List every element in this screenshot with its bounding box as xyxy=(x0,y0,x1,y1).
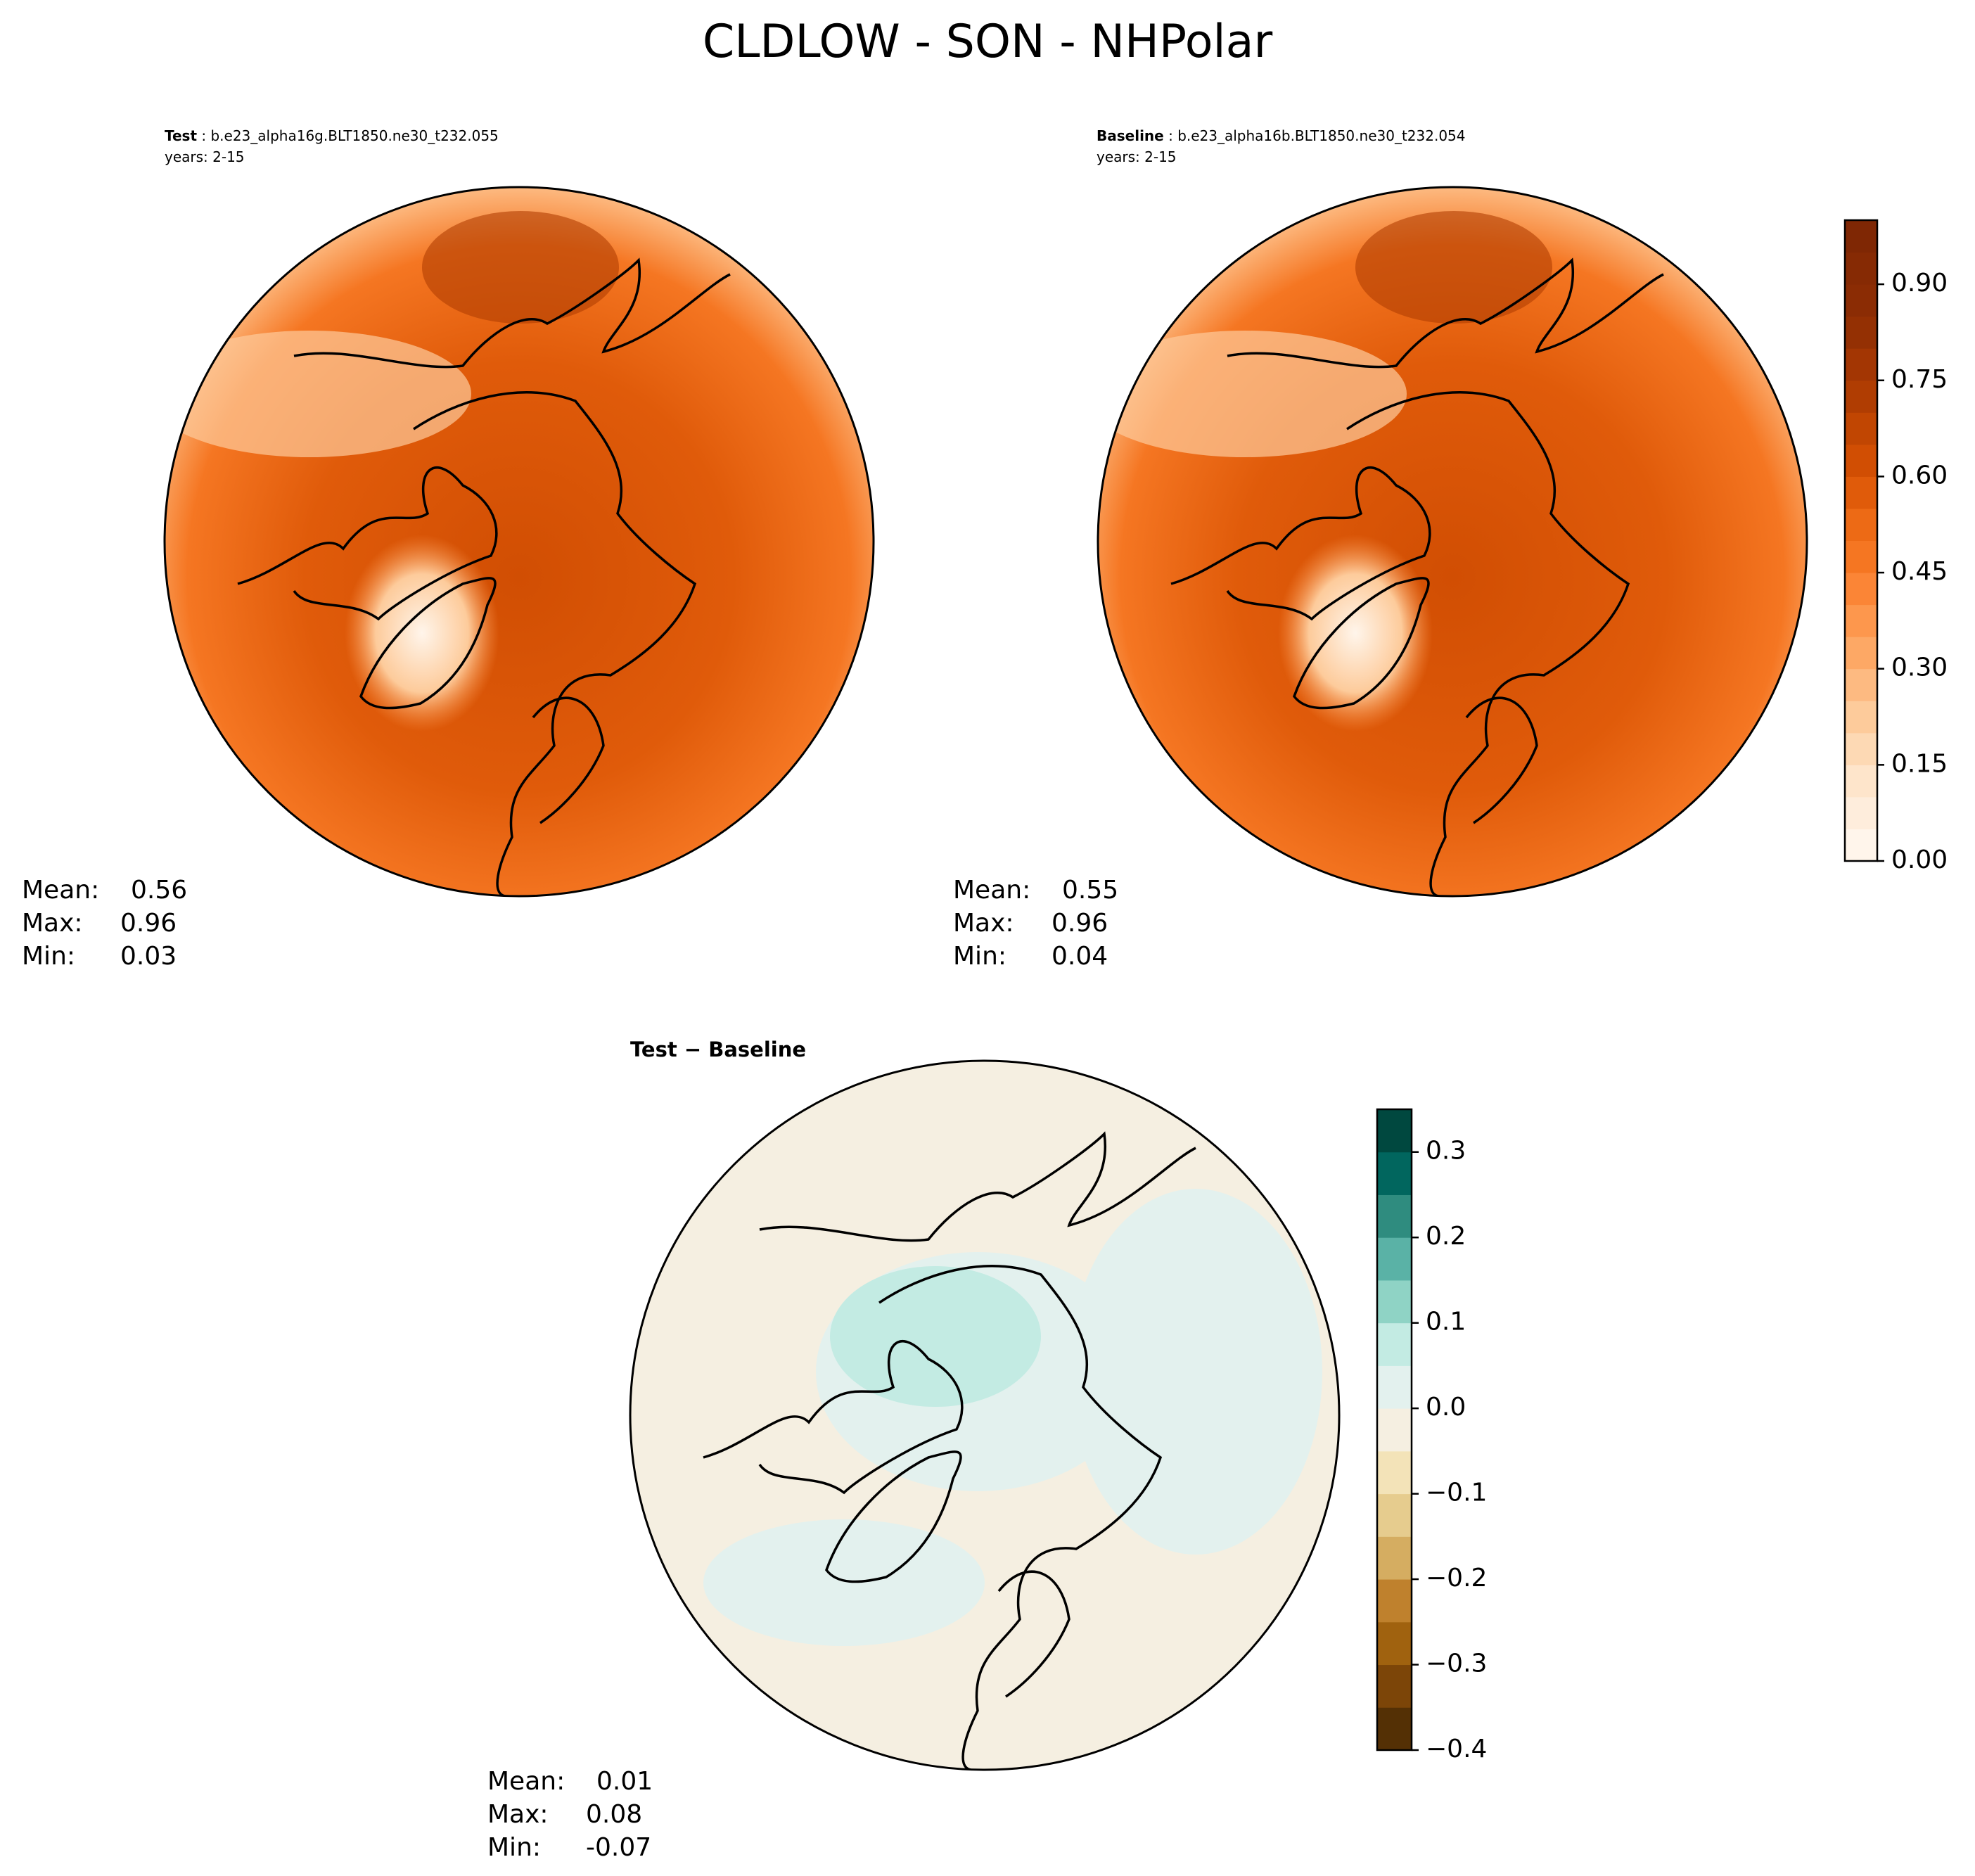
stat-label: Mean: xyxy=(22,876,99,905)
colorbar-segment xyxy=(1377,1579,1412,1623)
colorbar-segment xyxy=(1377,1151,1412,1195)
stat-value: 0.55 xyxy=(1062,876,1118,905)
colorbar-segment xyxy=(1377,1109,1412,1153)
colorbar-segment xyxy=(1377,1408,1412,1452)
panel-case: : b.e23_alpha16g.BLT1850.ne30_t232.055 xyxy=(197,127,499,144)
stat-value: 0.96 xyxy=(120,909,177,938)
colorbar-segment xyxy=(1845,284,1877,317)
colorbar-segment xyxy=(1845,796,1877,829)
stat-value: 0.01 xyxy=(596,1767,653,1796)
stat-label: Mean: xyxy=(487,1767,565,1796)
stat-label: Mean: xyxy=(953,876,1030,905)
colorbar-tick-label: 0.75 xyxy=(1891,365,1948,394)
colorbar-segment xyxy=(1377,1707,1412,1751)
colorbar-segment xyxy=(1377,1280,1412,1324)
stat-label: Min: xyxy=(487,1833,541,1862)
map xyxy=(165,187,874,896)
colorbar-segment xyxy=(1845,540,1877,573)
colorbar-tick-label: 0.90 xyxy=(1891,269,1948,298)
stat-value: -0.07 xyxy=(586,1833,651,1862)
colorbar-segment xyxy=(1845,412,1877,445)
panel-title: Test : b.e23_alpha16g.BLT1850.ne30_t232.… xyxy=(165,127,499,144)
stat-value: 0.96 xyxy=(1052,909,1108,938)
colorbar-tick-label: 0.00 xyxy=(1891,846,1948,874)
panel-title: Test − Baseline xyxy=(630,1038,806,1061)
colorbar-segment xyxy=(1377,1621,1412,1666)
map xyxy=(630,1061,1339,1770)
colorbar-segment xyxy=(1845,444,1877,477)
colorbar-segment xyxy=(1377,1365,1412,1409)
colorbar-segment xyxy=(1845,220,1877,253)
colorbar-segment xyxy=(1845,508,1877,541)
colorbar-segment xyxy=(1377,1322,1412,1366)
colorbar-segment xyxy=(1845,668,1877,701)
colorbar-frame xyxy=(1843,219,1879,862)
colorbar-tick-label: −0.2 xyxy=(1426,1564,1487,1593)
stat-value: 0.56 xyxy=(131,876,187,905)
stat-value: 0.08 xyxy=(586,1800,642,1829)
map xyxy=(1098,187,1807,896)
colorbar-segment xyxy=(1845,573,1877,606)
colorbar-segment xyxy=(1845,732,1877,765)
colorbar-segment xyxy=(1377,1664,1412,1708)
colorbar-tick-label: 0.2 xyxy=(1426,1222,1466,1251)
colorbar-tick-label: 0.1 xyxy=(1426,1308,1466,1336)
colorbar-segment xyxy=(1377,1493,1412,1537)
colorbar-frame xyxy=(1376,1108,1413,1751)
figure-title: CLDLOW - SON - NHPolar xyxy=(703,15,1273,68)
stat-label: Min: xyxy=(22,942,75,971)
panel-title-bold: Test xyxy=(165,127,197,144)
stat-label: Max: xyxy=(953,909,1014,938)
stat-label: Max: xyxy=(22,909,83,938)
colorbar-segment xyxy=(1845,765,1877,798)
stat-label: Max: xyxy=(487,1800,549,1829)
colorbar-segment xyxy=(1845,701,1877,734)
colorbar-segment xyxy=(1377,1237,1412,1281)
stat-value: 0.04 xyxy=(1052,942,1108,971)
colorbar-segment xyxy=(1845,829,1877,862)
colorbar-segment xyxy=(1377,1536,1412,1580)
panel-years: years: 2-15 xyxy=(1097,148,1177,165)
colorbar-tick-label: 0.45 xyxy=(1891,557,1948,586)
colorbar-segment xyxy=(1845,316,1877,349)
colorbar-segment xyxy=(1845,252,1877,285)
colorbar-tick-label: 0.60 xyxy=(1891,461,1948,490)
colorbar-tick-label: 0.0 xyxy=(1426,1393,1466,1422)
colorbar-segment xyxy=(1845,637,1877,670)
colorbar-tick-label: 0.3 xyxy=(1426,1137,1466,1166)
stat-label: Min: xyxy=(953,942,1006,971)
colorbar-tick-label: 0.15 xyxy=(1891,749,1948,778)
panel-years: years: 2-15 xyxy=(165,148,245,165)
colorbar-segment xyxy=(1377,1194,1412,1238)
map-border xyxy=(163,186,875,898)
colorbar-segment xyxy=(1845,476,1877,509)
colorbar-tick-label: −0.1 xyxy=(1426,1479,1487,1507)
colorbar-tick-label: 0.30 xyxy=(1891,653,1948,682)
colorbar-tick-label: −0.4 xyxy=(1426,1735,1487,1763)
colorbar-segment xyxy=(1845,348,1877,381)
colorbar-segment xyxy=(1845,604,1877,637)
panel-title: Baseline : b.e23_alpha16b.BLT1850.ne30_t… xyxy=(1097,127,1466,144)
map-border xyxy=(629,1059,1341,1771)
colorbar-segment xyxy=(1845,380,1877,413)
colorbar-segment xyxy=(1377,1450,1412,1495)
map-border xyxy=(1097,186,1808,898)
colorbar-tick-label: −0.3 xyxy=(1426,1650,1487,1678)
stat-value: 0.03 xyxy=(120,942,177,971)
panel-title-bold: Baseline xyxy=(1097,127,1164,144)
panel-case: : b.e23_alpha16b.BLT1850.ne30_t232.054 xyxy=(1164,127,1466,144)
